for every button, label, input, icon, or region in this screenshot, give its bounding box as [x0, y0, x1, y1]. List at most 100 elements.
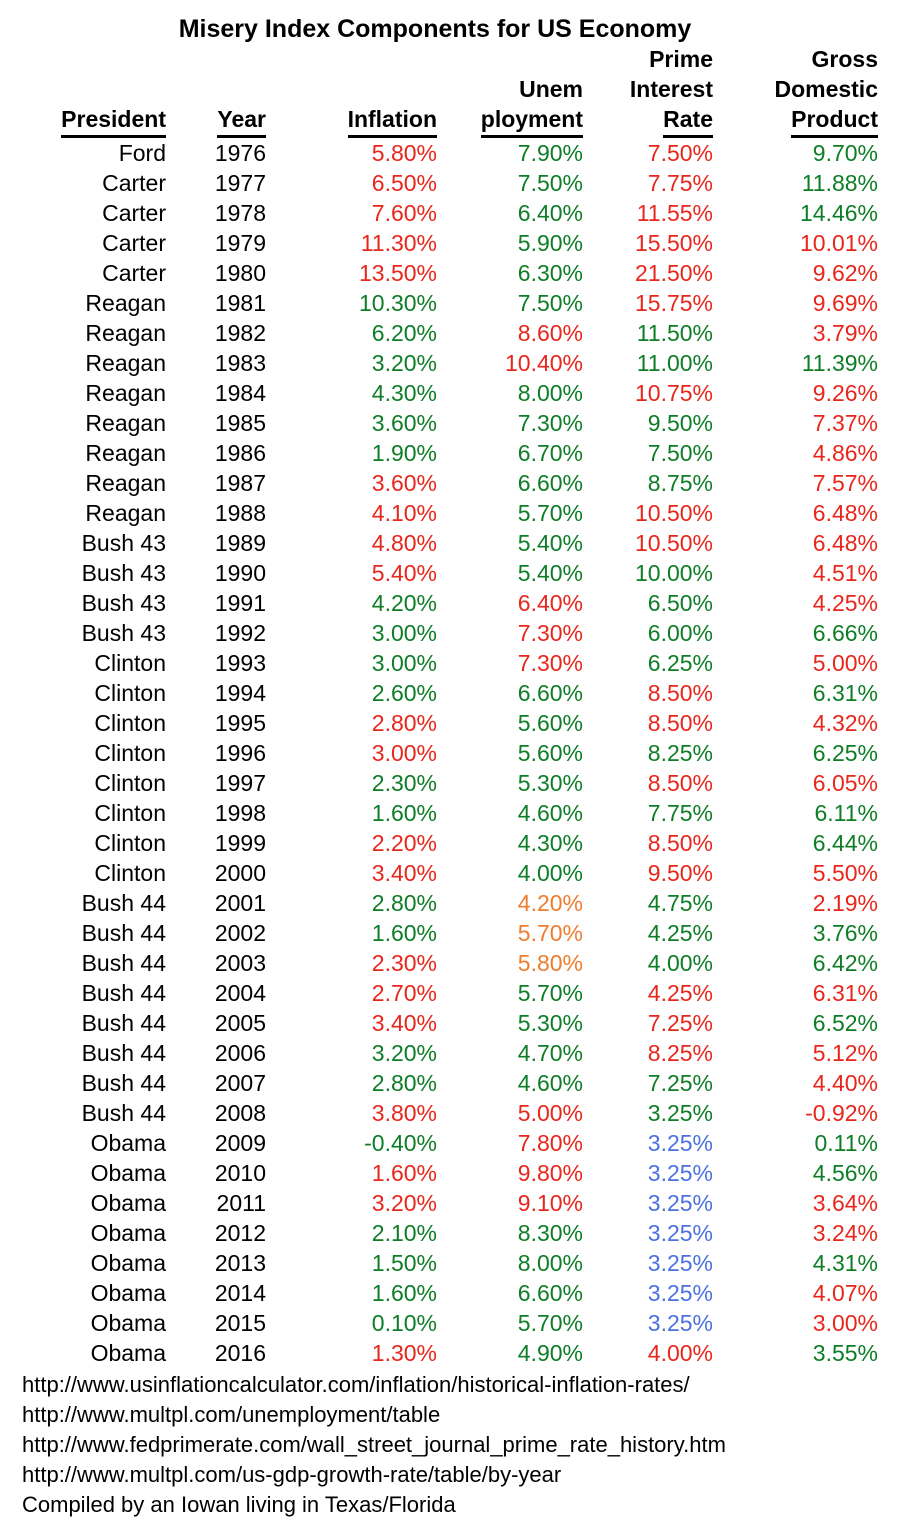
column-header-unemployment-line2: Unem	[519, 76, 583, 102]
cell-year: 2000	[214, 860, 266, 886]
cell-president: Clinton	[94, 800, 166, 826]
cell-year: 1986	[214, 440, 266, 466]
column-header-unemployment-line1	[441, 44, 587, 74]
cell-gross-domestic-product: 14.46%	[799, 200, 878, 226]
table-row: Carter 1977 6.50% 7.50% 7.75% 11.88%	[0, 168, 882, 198]
cell-president: Ford	[118, 140, 166, 166]
cell-year: 2011	[216, 1190, 266, 1216]
cell-inflation: 2.80%	[371, 890, 437, 916]
cell-year: 1990	[214, 560, 266, 586]
table-row: Clinton 1997 2.30% 5.30% 8.50% 6.05%	[0, 768, 882, 798]
cell-unemployment: 4.60%	[517, 800, 583, 826]
source-url-gdp: http://www.multpl.com/us-gdp-growth-rate…	[22, 1462, 562, 1487]
cell-unemployment: 4.20%	[517, 890, 583, 916]
cell-prime-interest-rate: 11.55%	[636, 200, 713, 226]
cell-year: 1981	[214, 290, 266, 316]
cell-gross-domestic-product: -0.92%	[805, 1100, 878, 1126]
cell-inflation: 3.20%	[371, 1190, 437, 1216]
cell-inflation: 3.60%	[371, 410, 437, 436]
cell-prime-interest-rate: 3.25%	[647, 1310, 713, 1336]
cell-unemployment: 9.10%	[517, 1190, 583, 1216]
cell-unemployment: 5.30%	[517, 1010, 583, 1036]
cell-president: Bush 44	[81, 950, 166, 976]
cell-year: 2005	[214, 1010, 266, 1036]
cell-president: Bush 43	[81, 590, 166, 616]
cell-year: 2002	[214, 920, 266, 946]
cell-inflation: 1.30%	[371, 1340, 437, 1366]
cell-inflation: 6.20%	[371, 320, 437, 346]
cell-president: Clinton	[94, 740, 166, 766]
cell-year: 1976	[214, 140, 266, 166]
cell-prime-interest-rate: 6.50%	[647, 590, 713, 616]
table-header: Prime Gross Unem Interest Domestic President Y…	[0, 44, 882, 138]
cell-year: 1997	[214, 770, 266, 796]
table-row: Reagan 1981 10.30% 7.50% 15.75% 9.69%	[0, 288, 882, 318]
cell-president: Reagan	[85, 470, 166, 496]
table-row: Clinton 1999 2.20% 4.30% 8.50% 6.44%	[0, 828, 882, 858]
column-header-gross-domestic-product-line2: Domestic	[774, 76, 878, 102]
cell-prime-interest-rate: 10.50%	[634, 530, 713, 556]
table-row: Reagan 1985 3.60% 7.30% 9.50% 7.37%	[0, 408, 882, 438]
cell-inflation: 3.40%	[371, 1010, 437, 1036]
column-header-prime-interest-rate-line3: Rate	[587, 104, 717, 138]
column-header-inflation-line1	[270, 44, 441, 74]
cell-prime-interest-rate: 8.50%	[647, 770, 713, 796]
table-row: Obama 2011 3.20% 9.10% 3.25% 3.64%	[0, 1188, 882, 1218]
cell-inflation: 5.40%	[371, 560, 437, 586]
cell-inflation: 3.00%	[371, 650, 437, 676]
column-header-unemployment-line3: ployment	[441, 104, 587, 138]
cell-unemployment: 8.00%	[517, 1250, 583, 1276]
cell-gross-domestic-product: 4.32%	[812, 710, 878, 736]
cell-year: 2004	[214, 980, 266, 1006]
cell-unemployment: 4.30%	[517, 830, 583, 856]
table-row: Bush 44 2004 2.70% 5.70% 4.25% 6.31%	[0, 978, 882, 1008]
table-row: Bush 44 2007 2.80% 4.60% 7.25% 4.40%	[0, 1068, 882, 1098]
cell-year: 1979	[214, 230, 266, 256]
table-row: Reagan 1987 3.60% 6.60% 8.75% 7.57%	[0, 468, 882, 498]
cell-prime-interest-rate: 15.75%	[634, 290, 713, 316]
source-url-prime-rate: http://www.fedprimerate.com/wall_street_…	[22, 1432, 726, 1457]
cell-gross-domestic-product: 5.00%	[812, 650, 878, 676]
cell-prime-interest-rate: 8.50%	[647, 710, 713, 736]
cell-year: 1980	[214, 260, 266, 286]
credit-line: Compiled by an Iowan living in Texas/Flo…	[22, 1492, 456, 1517]
cell-unemployment: 6.30%	[517, 260, 583, 286]
cell-year: 1977	[214, 170, 266, 196]
cell-unemployment: 6.40%	[517, 590, 583, 616]
table-row: Obama 2015 0.10% 5.70% 3.25% 3.00%	[0, 1308, 882, 1338]
cell-year: 2015	[214, 1310, 266, 1336]
cell-inflation: 10.30%	[358, 290, 437, 316]
cell-year: 1991	[214, 590, 266, 616]
cell-inflation: 6.50%	[371, 170, 437, 196]
cell-year: 1998	[214, 800, 266, 826]
cell-gross-domestic-product: 3.24%	[812, 1220, 878, 1246]
cell-inflation: 2.80%	[371, 1070, 437, 1096]
cell-prime-interest-rate: 7.75%	[647, 170, 713, 196]
cell-president: Bush 43	[81, 620, 166, 646]
cell-president: Clinton	[94, 650, 166, 676]
cell-inflation: 11.30%	[360, 230, 437, 256]
cell-president: Carter	[102, 230, 166, 256]
cell-prime-interest-rate: 7.75%	[647, 800, 713, 826]
cell-year: 1988	[214, 500, 266, 526]
column-header-prime-interest-rate-line2: Interest	[629, 76, 713, 102]
cell-unemployment: 8.30%	[517, 1220, 583, 1246]
cell-president: Bush 43	[81, 530, 166, 556]
cell-prime-interest-rate: 10.75%	[634, 380, 713, 406]
table-row: Bush 44 2006 3.20% 4.70% 8.25% 5.12%	[0, 1038, 882, 1068]
cell-inflation: -0.40%	[364, 1130, 437, 1156]
cell-president: Bush 43	[81, 560, 166, 586]
cell-gross-domestic-product: 4.86%	[812, 440, 878, 466]
cell-gross-domestic-product: 11.39%	[801, 350, 878, 376]
cell-prime-interest-rate: 3.25%	[647, 1190, 713, 1216]
cell-president: Obama	[90, 1280, 166, 1306]
cell-president: Obama	[90, 1130, 166, 1156]
cell-prime-interest-rate: 8.25%	[647, 740, 713, 766]
cell-gross-domestic-product: 5.12%	[812, 1040, 878, 1066]
cell-gross-domestic-product: 6.48%	[812, 500, 878, 526]
cell-year: 1978	[214, 200, 266, 226]
cell-president: Reagan	[85, 290, 166, 316]
cell-prime-interest-rate: 11.50%	[636, 320, 713, 346]
cell-gross-domestic-product: 9.26%	[812, 380, 878, 406]
